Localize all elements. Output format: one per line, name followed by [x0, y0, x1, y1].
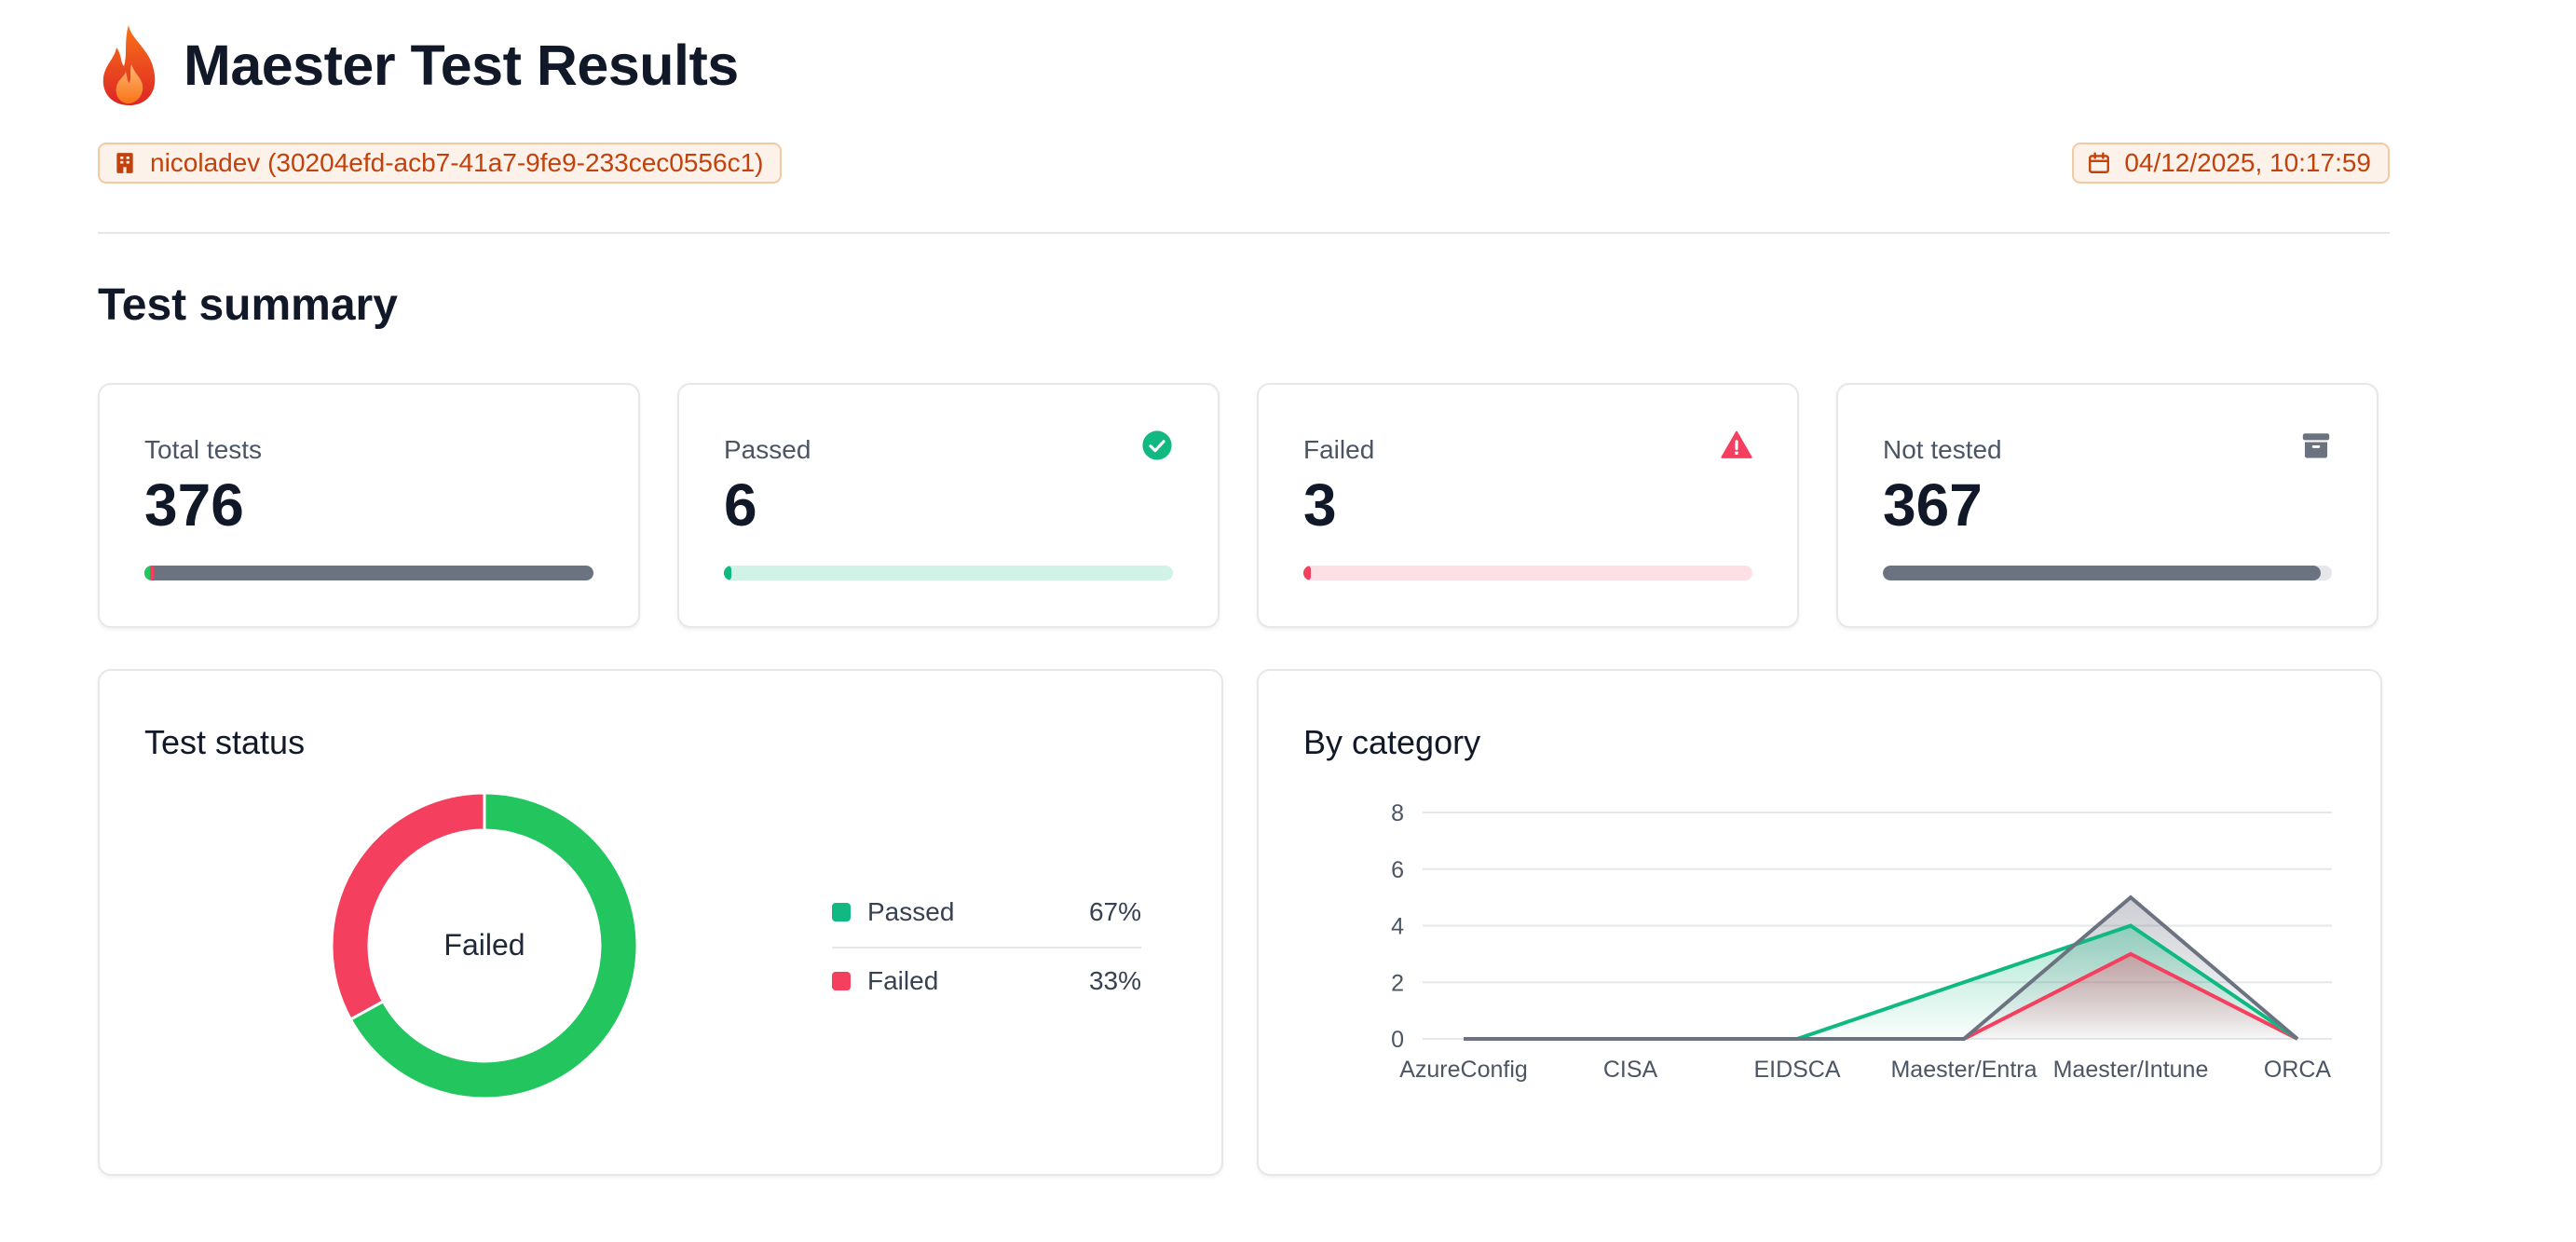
failed-segment: [150, 566, 154, 580]
header-divider: [98, 232, 2390, 234]
archive-icon: [2302, 433, 2330, 458]
failed-card: Failed 3: [1257, 383, 1799, 628]
legend-item-failed: Failed 33%: [832, 947, 1141, 1016]
legend-percent: 33%: [1088, 966, 1141, 995]
by-category-chart: 0 2 4 6 8 AzureConfig CISA EIDSCA Maester/Entra M…: [1391, 800, 2332, 1083]
building-icon: [116, 153, 133, 173]
date-text: 04/12/2025, 10:17:59: [2124, 148, 2371, 177]
passed-segment: [144, 566, 152, 580]
y-tick-label: 6: [1391, 857, 1404, 883]
x-tick-label: CISA: [1603, 1057, 1658, 1083]
y-tick-label: 4: [1391, 914, 1404, 940]
y-tick-label: 8: [1391, 800, 1404, 826]
x-tick-label: AzureConfig: [1399, 1057, 1528, 1083]
alert-triangle-icon: [1721, 430, 1752, 458]
not-tested-bar: [1883, 566, 2332, 580]
legend-item-passed: Passed 67%: [832, 878, 1141, 947]
by-category-title: By category: [1303, 723, 1481, 761]
progress-fill: [1883, 566, 2322, 580]
page-header: Maester Test Results: [98, 19, 739, 112]
tenant-chip: nicoladev (30204efd-acb7-41a7-9fe9-233ce…: [98, 143, 783, 184]
stat-label: Not tested: [1883, 435, 2002, 464]
by-category-panel: By category: [1257, 669, 2382, 1176]
stat-label: Total tests: [144, 435, 263, 464]
failed-bar: [1303, 566, 1752, 580]
not-tested-card: Not tested 367: [1836, 383, 2378, 628]
y-tick-label: 2: [1391, 970, 1404, 996]
x-tick-label: ORCA: [2264, 1057, 2332, 1083]
legend-swatch-passed: [832, 903, 851, 921]
series-line-0: [1464, 894, 2299, 1041]
x-tick-label: Maester/Intune: [2053, 1057, 2209, 1083]
stat-value: 376: [144, 471, 244, 539]
check-circle-icon: [1142, 430, 1172, 460]
legend-label: Failed: [867, 966, 939, 995]
x-tick-label: EIDSCA: [1753, 1057, 1840, 1083]
summary-title: Test summary: [98, 280, 398, 330]
stat-label: Failed: [1303, 435, 1375, 464]
stat-value: 3: [1303, 471, 1337, 539]
donut-center-label: Failed: [443, 928, 525, 962]
flame-icon: [102, 25, 156, 105]
stat-label: Passed: [724, 435, 811, 464]
legend-label: Passed: [867, 897, 955, 926]
y-tick-label: 0: [1391, 1027, 1404, 1053]
progress-fill: [724, 566, 731, 580]
calendar-icon: [2089, 152, 2110, 173]
stat-value: 6: [724, 471, 757, 539]
tenant-text: nicoladev (30204efd-acb7-41a7-9fe9-233ce…: [150, 148, 764, 177]
legend-swatch-failed: [832, 972, 851, 990]
legend-divider: [832, 947, 1141, 949]
status-donut-chart: Failed: [331, 792, 638, 1099]
test-status-panel: Test status: [98, 669, 1223, 1176]
x-tick-label: Maester/Entra: [1890, 1057, 2037, 1083]
legend-percent: 67%: [1088, 897, 1141, 926]
stat-value: 367: [1883, 471, 1983, 539]
passed-card: Passed 6: [677, 383, 1220, 628]
passed-bar: [724, 566, 1173, 580]
page: Maester Test Results nicoladev (30204efd…: [98, 0, 2390, 1242]
page-title: Maester Test Results: [184, 34, 739, 97]
date-chip: 04/12/2025, 10:17:59: [2072, 143, 2390, 184]
test-status-title: Test status: [144, 723, 306, 761]
progress-fill: [1303, 566, 1311, 580]
total-tests-bar: [144, 566, 593, 580]
total-tests-card: Total tests 376: [98, 383, 640, 628]
